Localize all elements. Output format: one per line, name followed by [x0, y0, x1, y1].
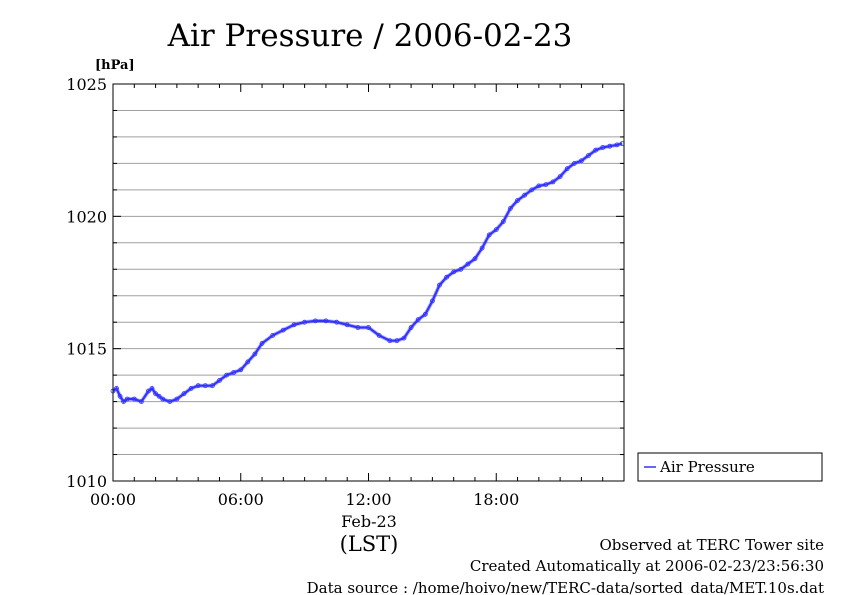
data-point [259, 340, 265, 346]
data-point [536, 183, 542, 189]
data-point [564, 166, 570, 172]
legend-box [637, 452, 823, 482]
data-point [394, 338, 400, 344]
data-point [522, 192, 527, 198]
data-point [607, 143, 613, 149]
y-tick-label: 1010 [66, 472, 107, 491]
data-point [415, 317, 421, 323]
data-point [167, 399, 173, 405]
data-point [153, 391, 159, 397]
y-tick-label: 1020 [66, 207, 107, 226]
series-line [112, 142, 623, 404]
x-tick-label: 06:00 [218, 490, 264, 509]
data-point [160, 396, 166, 402]
data-point [479, 245, 485, 251]
data-point [291, 322, 297, 328]
data-point [401, 335, 407, 341]
data-point [188, 385, 194, 391]
data-point [529, 187, 535, 193]
data-point [550, 179, 556, 185]
data-point [270, 332, 276, 338]
data-point [117, 393, 123, 399]
data-point [252, 351, 258, 357]
data-point [156, 393, 162, 399]
data-point [444, 274, 450, 280]
footer-created-timestamp: Created Automatically at 2006-02-23/23:5… [470, 557, 824, 575]
data-point [557, 174, 563, 180]
x-tick-label: 18:00 [473, 490, 519, 509]
data-point [507, 205, 513, 211]
data-point [586, 153, 591, 158]
data-point [209, 383, 215, 389]
data-point [515, 198, 520, 203]
data-point [366, 325, 371, 330]
legend-item-label: Air Pressure [659, 458, 755, 476]
data-point [114, 385, 119, 391]
legend: Air Pressure [637, 452, 823, 482]
data-point [614, 142, 620, 148]
data-point [355, 325, 361, 330]
data-point [181, 391, 187, 397]
axes-ticks: 1010 1015 1020 1025 00:00 06:00 12:00 18:00 [66, 75, 625, 509]
y-tick-label: 1015 [66, 340, 107, 359]
chart-title: Air Pressure / 2006-02-23 [167, 18, 573, 54]
x-axis-date-label: Feb-23 [341, 512, 397, 531]
data-point [472, 256, 478, 262]
data-point [280, 327, 286, 333]
data-point [376, 332, 382, 338]
data-point [195, 383, 201, 389]
data-point [493, 227, 499, 233]
footer-data-source: Data source : /home/hoivo/new/TERC-data/… [307, 579, 824, 595]
x-tick-label: 12:00 [345, 490, 391, 509]
data-point [323, 318, 329, 324]
footer-observed-site: Observed at TERC Tower site [599, 536, 824, 554]
data-point [312, 318, 318, 324]
x-axis-label: (LST) [340, 532, 399, 556]
data-point [458, 266, 464, 272]
data-point [121, 399, 126, 405]
data-point [124, 396, 130, 402]
data-point [387, 338, 393, 344]
series-group [110, 141, 625, 405]
data-point [451, 269, 457, 275]
data-point [334, 319, 340, 325]
grid-lines [113, 109, 624, 456]
data-point [579, 158, 584, 164]
data-point [174, 396, 180, 402]
data-point [593, 147, 598, 153]
data-point [149, 385, 155, 391]
data-point [302, 319, 308, 325]
data-point [238, 367, 244, 373]
y-tick-label: 1025 [66, 75, 107, 94]
data-point [146, 388, 151, 394]
data-point [543, 182, 549, 188]
data-point [202, 383, 208, 389]
data-point [422, 311, 428, 317]
data-point [486, 232, 492, 238]
data-point [224, 372, 230, 378]
data-point [131, 396, 137, 402]
data-point [437, 282, 442, 288]
data-point [408, 325, 414, 330]
data-point [138, 399, 144, 405]
data-point [500, 219, 506, 225]
data-point [465, 261, 471, 267]
data-point [429, 298, 435, 304]
y-axis-unit-label: [hPa] [95, 58, 135, 73]
data-point [571, 160, 577, 166]
data-point [217, 377, 222, 383]
x-tick-label: 00:00 [90, 490, 136, 509]
plot-frame [112, 83, 625, 482]
data-point [344, 322, 350, 328]
data-point [245, 359, 251, 365]
data-point [600, 145, 606, 150]
data-point [231, 370, 237, 375]
